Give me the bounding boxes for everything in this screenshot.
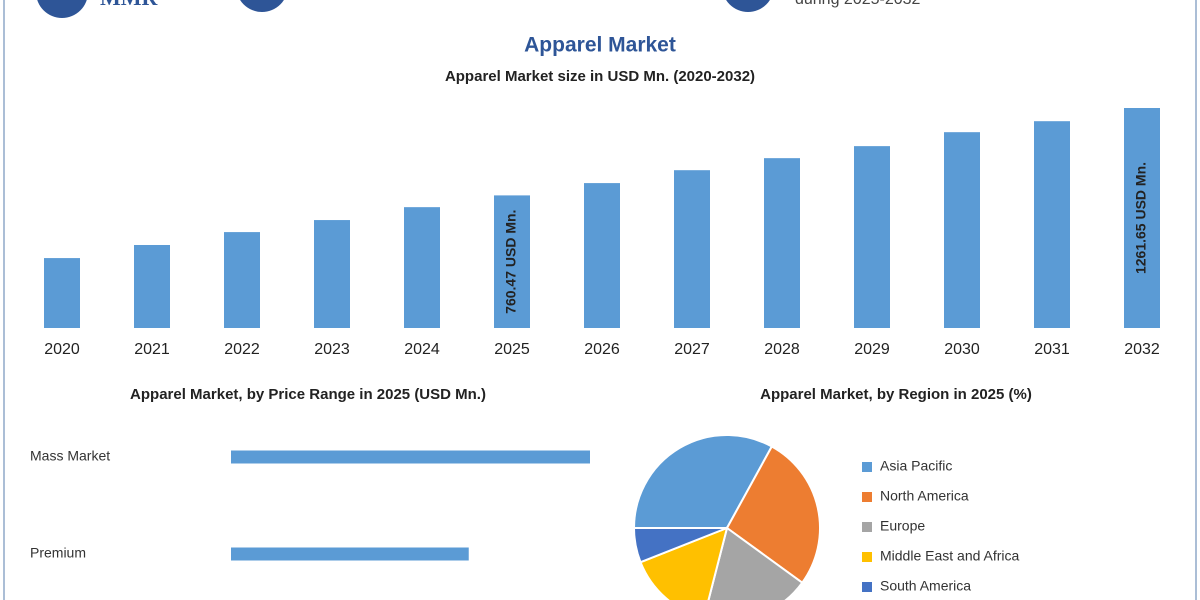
- legend-swatch: [862, 462, 872, 472]
- x-tick-label: 2029: [854, 341, 890, 358]
- legend-swatch: [862, 492, 872, 502]
- bar: [44, 258, 80, 328]
- legend-label: Middle East and Africa: [880, 548, 1020, 564]
- chart-title: Apparel Market: [524, 34, 676, 57]
- legend-label: Europe: [880, 518, 925, 534]
- bar: [1124, 108, 1160, 328]
- x-tick-label: 2021: [134, 341, 170, 358]
- y-tick-label: Premium: [30, 545, 86, 561]
- x-tick-label: 2030: [944, 341, 980, 358]
- legend-swatch: [862, 552, 872, 562]
- bar: [134, 244, 170, 328]
- chart-title: Apparel Market, by Region in 2025 (%): [760, 386, 1032, 403]
- bar: [674, 170, 710, 328]
- bar: [314, 220, 350, 328]
- y-tick-label: Mass Market: [30, 448, 110, 464]
- x-tick-label: 2024: [404, 341, 440, 358]
- x-tick-label: 2027: [674, 341, 710, 358]
- chart-subtitle: Apparel Market size in USD Mn. (2020-203…: [445, 68, 755, 85]
- x-tick-label: 2022: [224, 341, 260, 358]
- logo-text: MMR: [100, 0, 159, 10]
- pie-slice: [707, 526, 804, 600]
- legend-label: Asia Pacific: [880, 458, 952, 474]
- bar: [404, 207, 440, 328]
- bar: [944, 132, 980, 328]
- pie-slice: [639, 526, 729, 600]
- bar: [764, 158, 800, 328]
- bar: [1034, 121, 1070, 328]
- x-tick-label: 2028: [764, 341, 800, 358]
- header-icon: [726, 0, 770, 12]
- value-label: 1261.65 USD Mn.: [1133, 162, 1149, 274]
- x-tick-label: 2032: [1124, 341, 1160, 358]
- bar: [494, 195, 530, 328]
- x-tick-label: 2031: [1034, 341, 1070, 358]
- x-tick-label: 2020: [44, 341, 80, 358]
- pie-slice: [632, 527, 728, 564]
- x-tick-label: 2026: [584, 341, 620, 358]
- bar: [231, 450, 590, 464]
- value-label: 760.47 USD Mn.: [503, 210, 519, 314]
- frame: [3, 0, 1197, 600]
- chart-title: Apparel Market, by Price Range in 2025 (…: [130, 386, 486, 403]
- bar: [584, 183, 620, 328]
- bar: [224, 232, 260, 328]
- logo-mark: [37, 0, 87, 18]
- legend-swatch: [862, 522, 872, 532]
- header-icon: [240, 0, 284, 12]
- x-tick-label: 2025: [494, 341, 530, 358]
- bar: [854, 146, 890, 328]
- header-note: during 2025-2032: [795, 0, 921, 8]
- pie-slice: [725, 445, 821, 585]
- legend-label: South America: [880, 578, 971, 594]
- x-tick-label: 2023: [314, 341, 350, 358]
- pie-slice: [632, 434, 774, 529]
- legend-label: North America: [880, 488, 969, 504]
- legend-swatch: [862, 582, 872, 592]
- bar: [231, 547, 469, 561]
